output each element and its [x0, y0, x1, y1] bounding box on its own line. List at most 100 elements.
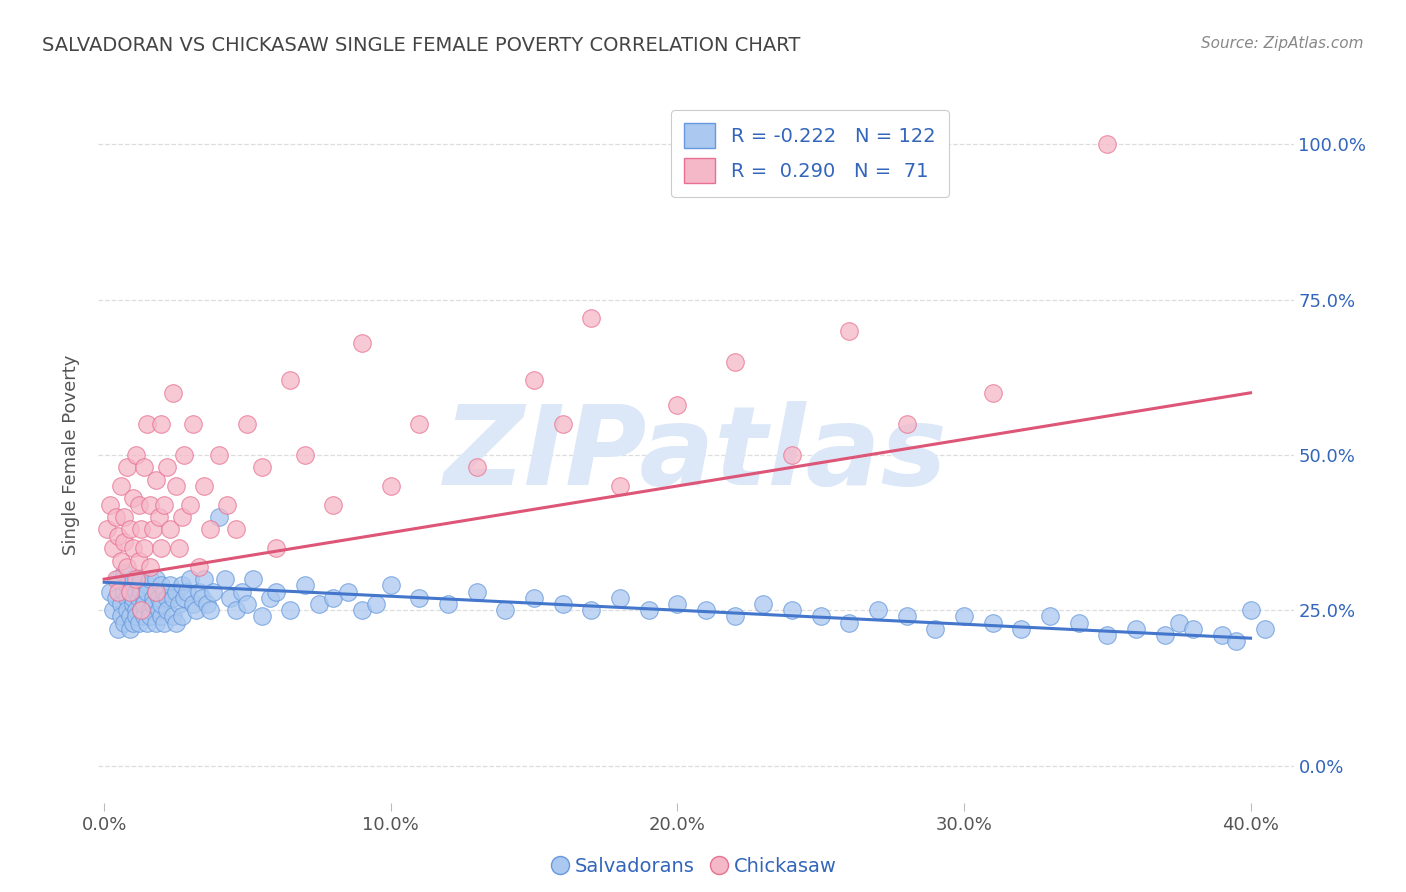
Point: [165, 584, 187, 599]
Point: [581, 603, 603, 617]
Point: [112, 566, 135, 580]
Point: [198, 523, 221, 537]
Point: [139, 609, 162, 624]
Point: [153, 584, 176, 599]
Point: [107, 572, 129, 586]
Point: [131, 523, 153, 537]
Point: [124, 572, 146, 586]
Point: [101, 603, 124, 617]
Point: [1097, 628, 1119, 642]
Legend: Salvadorans, Chickasaw: Salvadorans, Chickasaw: [548, 849, 844, 884]
Point: [134, 541, 156, 555]
Point: [494, 603, 516, 617]
Point: [173, 591, 195, 605]
Point: [110, 597, 132, 611]
Point: [101, 541, 124, 555]
Point: [134, 597, 156, 611]
Point: [208, 448, 231, 462]
Point: [181, 597, 204, 611]
Point: [128, 578, 150, 592]
Point: [118, 584, 141, 599]
Point: [139, 603, 162, 617]
Point: [408, 417, 430, 431]
Point: [214, 572, 236, 586]
Point: [280, 373, 302, 387]
Point: [294, 578, 316, 592]
Point: [225, 523, 247, 537]
Point: [190, 591, 212, 605]
Point: [666, 597, 689, 611]
Point: [465, 460, 488, 475]
Point: [128, 615, 150, 630]
Point: [1254, 622, 1277, 636]
Point: [112, 510, 135, 524]
Point: [336, 584, 359, 599]
Point: [609, 591, 631, 605]
Point: [236, 597, 259, 611]
Point: [110, 479, 132, 493]
Point: [139, 498, 162, 512]
Point: [139, 572, 162, 586]
Point: [523, 373, 546, 387]
Point: [896, 609, 918, 624]
Point: [280, 603, 302, 617]
Point: [131, 603, 153, 617]
Point: [98, 584, 121, 599]
Point: [139, 559, 162, 574]
Point: [981, 385, 1004, 400]
Point: [148, 591, 170, 605]
Point: [145, 584, 167, 599]
Point: [1211, 628, 1233, 642]
Point: [118, 622, 141, 636]
Point: [121, 572, 143, 586]
Point: [150, 417, 173, 431]
Point: [110, 609, 132, 624]
Point: [810, 609, 832, 624]
Point: [115, 591, 138, 605]
Point: [98, 498, 121, 512]
Point: [170, 609, 193, 624]
Point: [187, 559, 209, 574]
Point: [107, 584, 129, 599]
Point: [1153, 628, 1175, 642]
Point: [259, 591, 281, 605]
Point: [131, 584, 153, 599]
Point: [408, 591, 430, 605]
Point: [150, 541, 173, 555]
Point: [150, 609, 173, 624]
Point: [1239, 603, 1261, 617]
Point: [148, 510, 170, 524]
Point: [308, 597, 330, 611]
Point: [145, 473, 167, 487]
Point: [104, 510, 127, 524]
Point: [780, 448, 803, 462]
Point: [380, 479, 402, 493]
Point: [121, 597, 143, 611]
Point: [153, 498, 176, 512]
Point: [156, 603, 179, 617]
Point: [1225, 634, 1247, 648]
Point: [131, 572, 153, 586]
Point: [167, 597, 190, 611]
Point: [380, 578, 402, 592]
Point: [173, 448, 195, 462]
Point: [896, 417, 918, 431]
Point: [128, 498, 150, 512]
Point: [465, 584, 488, 599]
Point: [198, 603, 221, 617]
Point: [1067, 615, 1090, 630]
Point: [953, 609, 976, 624]
Point: [145, 584, 167, 599]
Point: [179, 572, 201, 586]
Y-axis label: Single Female Poverty: Single Female Poverty: [62, 355, 80, 555]
Point: [162, 609, 184, 624]
Point: [322, 591, 344, 605]
Point: [752, 597, 775, 611]
Point: [193, 572, 215, 586]
Point: [366, 597, 388, 611]
Point: [142, 591, 165, 605]
Point: [142, 597, 165, 611]
Point: [121, 491, 143, 506]
Point: [124, 603, 146, 617]
Text: Source: ZipAtlas.com: Source: ZipAtlas.com: [1201, 36, 1364, 51]
